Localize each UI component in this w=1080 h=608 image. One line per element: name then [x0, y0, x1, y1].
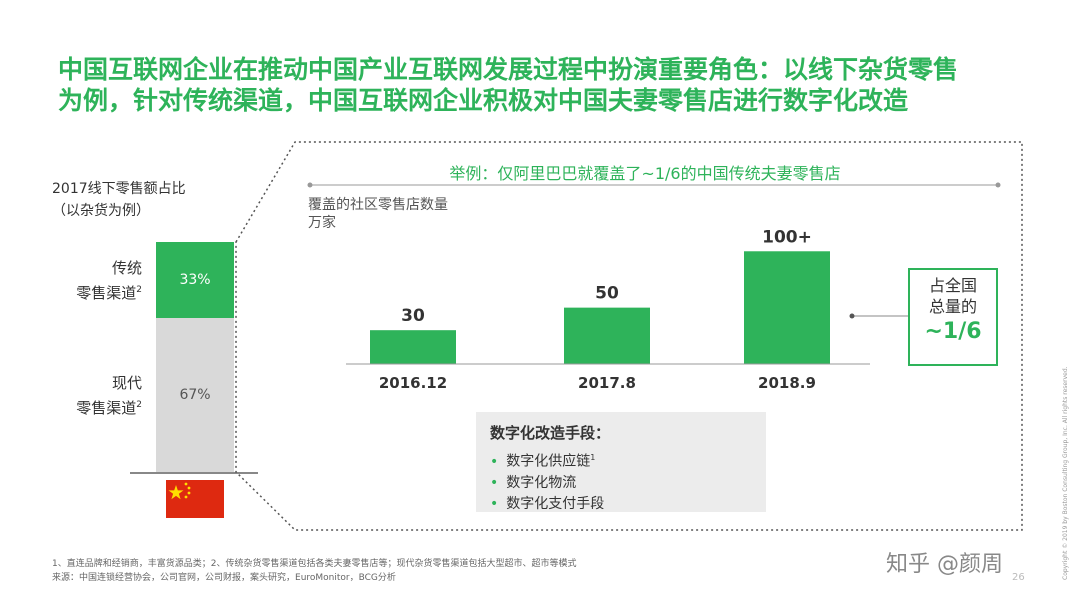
bar-value-label: 50	[595, 284, 619, 304]
means-item-text: 数字化物流	[506, 474, 577, 491]
means-item-text: 数字化供应链	[506, 453, 591, 470]
page-title: 中国互联网企业在推动中国产业互联网发展过程中扮演重要角色：以线下杂货零售 为例，…	[58, 54, 1048, 116]
bullet-icon: •	[490, 453, 499, 470]
x-tick-label: 2017.8	[578, 374, 636, 392]
callout-value: ~1/6	[924, 319, 982, 344]
left-title-line-1: 2017线下零售额占比	[52, 181, 186, 197]
traditional-channel-label: 传统 零售渠道2	[42, 257, 142, 304]
x-tick-label: 2016.12	[379, 374, 447, 392]
means-item-payment: • 数字化支付手段	[490, 494, 766, 515]
means-item-logistics: • 数字化物流	[490, 473, 766, 494]
traditional-share-segment: 33%	[156, 242, 234, 318]
chart-title: 举例：仅阿里巴巴就覆盖了~1/6的中国传统夫妻零售店	[300, 160, 990, 184]
footnote-line-1: 1、直连品牌和经销商，丰富货源品类；2、传统杂货零售渠道包括各类夫妻零售店等；现…	[52, 559, 577, 569]
china-flag-icon	[166, 480, 224, 518]
copyright-notice: Copyright © 2019 by Boston Consulting Gr…	[1062, 300, 1072, 580]
means-heading: 数字化改造手段：	[490, 424, 611, 442]
means-item-sup: 1	[590, 453, 596, 462]
traditional-label-line-1: 传统	[111, 259, 142, 277]
chart-title-text: 举例：仅阿里巴巴就覆盖了~1/6的中国传统夫妻零售店	[441, 164, 849, 183]
bar-2017.8	[564, 307, 650, 364]
modern-footnote-sup: 2	[136, 400, 142, 410]
modern-share-segment: 67%	[156, 317, 234, 472]
source-line: 来源：中国连锁经营协会，公司官网，公司财报，案头研究，EuroMonitor，B…	[52, 573, 396, 583]
means-item-text: 数字化支付手段	[506, 495, 605, 512]
bar-2016.12	[370, 330, 456, 364]
chart-title-rule-left-end	[307, 182, 313, 188]
modern-share-value: 67%	[179, 386, 211, 403]
chart-title-rule-right-end	[995, 182, 1001, 188]
means-item-supply-chain: • 数字化供应链1	[490, 447, 766, 473]
y-axis-label: 覆盖的社区零售店数量 万家	[308, 196, 448, 232]
copyright-text: Copyright © 2019 by Boston Consulting Gr…	[1062, 366, 1069, 580]
bullet-icon: •	[490, 495, 499, 512]
modern-channel-label: 现代 零售渠道2	[42, 372, 142, 419]
bullet-icon: •	[490, 474, 499, 491]
bar-value-label: 30	[401, 306, 425, 326]
left-panel-title: 2017线下零售额占比 （以杂货为例）	[52, 178, 186, 222]
zhihu-watermark: 知乎 @颜周	[886, 552, 1003, 577]
title-line-2: 为例，针对传统渠道，中国互联网企业积极对中国夫妻零售店进行数字化改造	[58, 86, 909, 115]
y-axis-label-line-1: 覆盖的社区零售店数量	[308, 197, 448, 213]
retail-share-stacked-bar: 33% 67%	[156, 242, 234, 472]
left-title-line-2: （以杂货为例）	[52, 203, 150, 219]
bar-value-label: 100+	[762, 227, 812, 247]
share-callout-box: 占全国 总量的 ~1/6	[908, 268, 998, 366]
callout-connector-dot	[849, 313, 855, 319]
traditional-share-value: 33%	[179, 271, 211, 288]
callout-line-2: 总量的	[928, 297, 977, 316]
x-tick-label: 2018.9	[758, 374, 816, 392]
bar-2018.9	[744, 251, 830, 364]
title-line-1: 中国互联网企业在推动中国产业互联网发展过程中扮演重要角色：以线下杂货零售	[58, 55, 959, 84]
callout-text: 占全国 总量的	[910, 275, 996, 317]
footnotes: 1、直连品牌和经销商，丰富货源品类；2、传统杂货零售渠道包括各类夫妻零售店等；现…	[52, 557, 576, 585]
page-number: 26	[1012, 572, 1025, 583]
y-axis-label-line-2: 万家	[308, 215, 336, 231]
means-list: • 数字化供应链1 • 数字化物流 • 数字化支付手段	[476, 447, 766, 515]
traditional-label-line-2: 零售渠道	[76, 284, 137, 302]
stacked-bar-baseline	[130, 472, 258, 474]
callout-line-1: 占全国	[928, 276, 977, 295]
traditional-footnote-sup: 2	[136, 285, 142, 295]
digitalization-means-box: 数字化改造手段： • 数字化供应链1 • 数字化物流 • 数字化支付手段	[476, 412, 766, 512]
modern-label-line-1: 现代	[111, 374, 142, 392]
modern-label-line-2: 零售渠道	[76, 399, 137, 417]
